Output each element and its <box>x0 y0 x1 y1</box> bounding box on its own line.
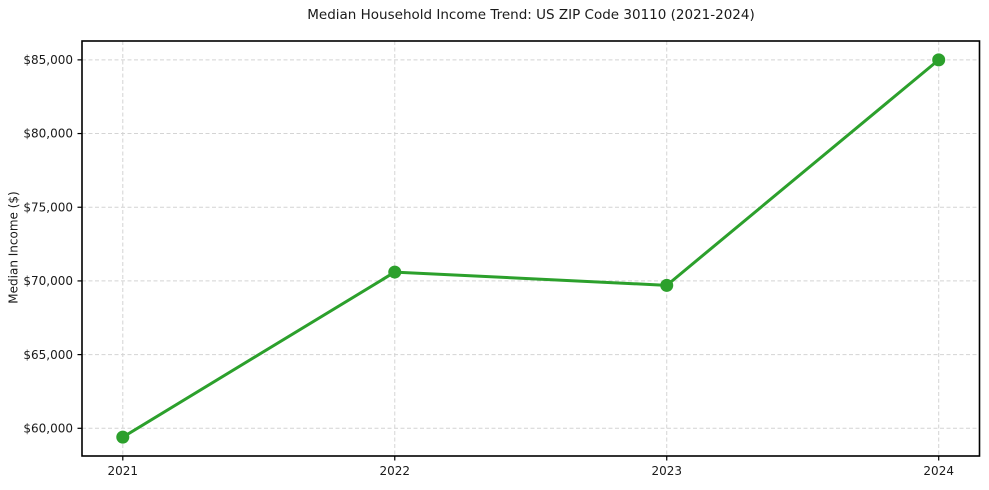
y-tick-label: $85,000 <box>23 53 73 67</box>
x-tick-label: 2024 <box>923 464 954 478</box>
y-tick-label: $60,000 <box>23 421 73 435</box>
x-tick-label: 2023 <box>651 464 682 478</box>
chart-title: Median Household Income Trend: US ZIP Co… <box>307 7 755 23</box>
data-point-marker <box>116 430 130 444</box>
data-point-marker <box>388 265 402 279</box>
plot-border <box>81 40 981 457</box>
data-point-marker <box>660 278 674 292</box>
y-tick-label: $70,000 <box>23 274 73 288</box>
y-tick-label: $80,000 <box>23 127 73 141</box>
x-tick-label: 2021 <box>108 464 139 478</box>
y-tick-label: $65,000 <box>23 348 73 362</box>
data-point-marker <box>932 53 946 67</box>
x-tick-label: 2022 <box>379 464 410 478</box>
y-tick-label: $75,000 <box>23 200 73 214</box>
series-line <box>121 58 941 439</box>
